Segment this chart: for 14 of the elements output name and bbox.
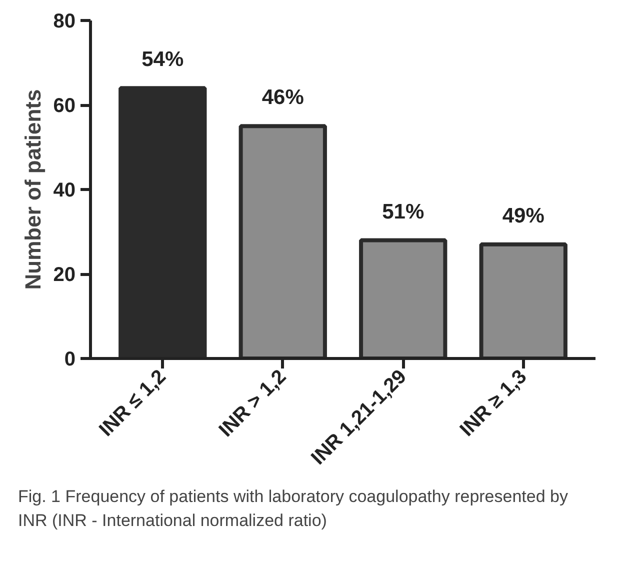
- x-tick-label: INR > 1,2: [214, 366, 291, 442]
- y-tick-label: 60: [53, 95, 76, 117]
- x-tick-label: INR ≥ 1,3: [456, 366, 532, 441]
- y-axis-title: Number of patients: [20, 89, 46, 290]
- y-tick-label: 40: [53, 180, 76, 202]
- annotation: 54%: [142, 48, 184, 72]
- annotation: 51%: [382, 200, 424, 224]
- annotation: 49%: [502, 204, 545, 228]
- y-tick-label: 0: [64, 348, 76, 370]
- annotation: 46%: [262, 86, 304, 110]
- y-tick-label: 20: [53, 264, 76, 286]
- y-tick-label: 80: [53, 10, 76, 32]
- x-tick-label: INR ≤ 1,2: [95, 366, 170, 441]
- caption: Fig. 1 Frequency of patients with laboratory coagulopathy represented by INR (INR - International normalized ratio): [18, 486, 569, 532]
